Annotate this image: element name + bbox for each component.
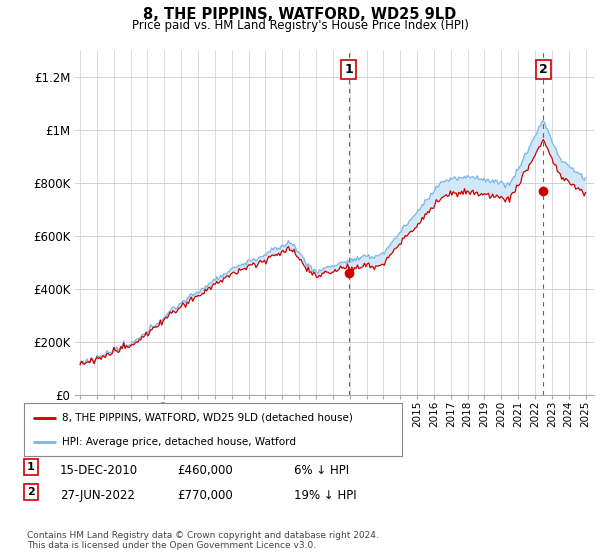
Text: 8, THE PIPPINS, WATFORD, WD25 9LD: 8, THE PIPPINS, WATFORD, WD25 9LD bbox=[143, 7, 457, 22]
Text: 15-DEC-2010: 15-DEC-2010 bbox=[60, 464, 138, 477]
Text: HPI: Average price, detached house, Watford: HPI: Average price, detached house, Watf… bbox=[62, 437, 296, 447]
Text: 1: 1 bbox=[344, 63, 353, 76]
Text: 27-JUN-2022: 27-JUN-2022 bbox=[60, 489, 135, 502]
Text: Contains HM Land Registry data © Crown copyright and database right 2024.
This d: Contains HM Land Registry data © Crown c… bbox=[27, 531, 379, 550]
Text: £770,000: £770,000 bbox=[177, 489, 233, 502]
Text: 19% ↓ HPI: 19% ↓ HPI bbox=[294, 489, 356, 502]
Text: 6% ↓ HPI: 6% ↓ HPI bbox=[294, 464, 349, 477]
Text: 2: 2 bbox=[539, 63, 548, 76]
Text: £460,000: £460,000 bbox=[177, 464, 233, 477]
Text: 8, THE PIPPINS, WATFORD, WD25 9LD (detached house): 8, THE PIPPINS, WATFORD, WD25 9LD (detac… bbox=[62, 413, 353, 423]
Text: 1: 1 bbox=[27, 462, 35, 472]
Text: 2: 2 bbox=[27, 487, 35, 497]
Text: Price paid vs. HM Land Registry's House Price Index (HPI): Price paid vs. HM Land Registry's House … bbox=[131, 19, 469, 32]
